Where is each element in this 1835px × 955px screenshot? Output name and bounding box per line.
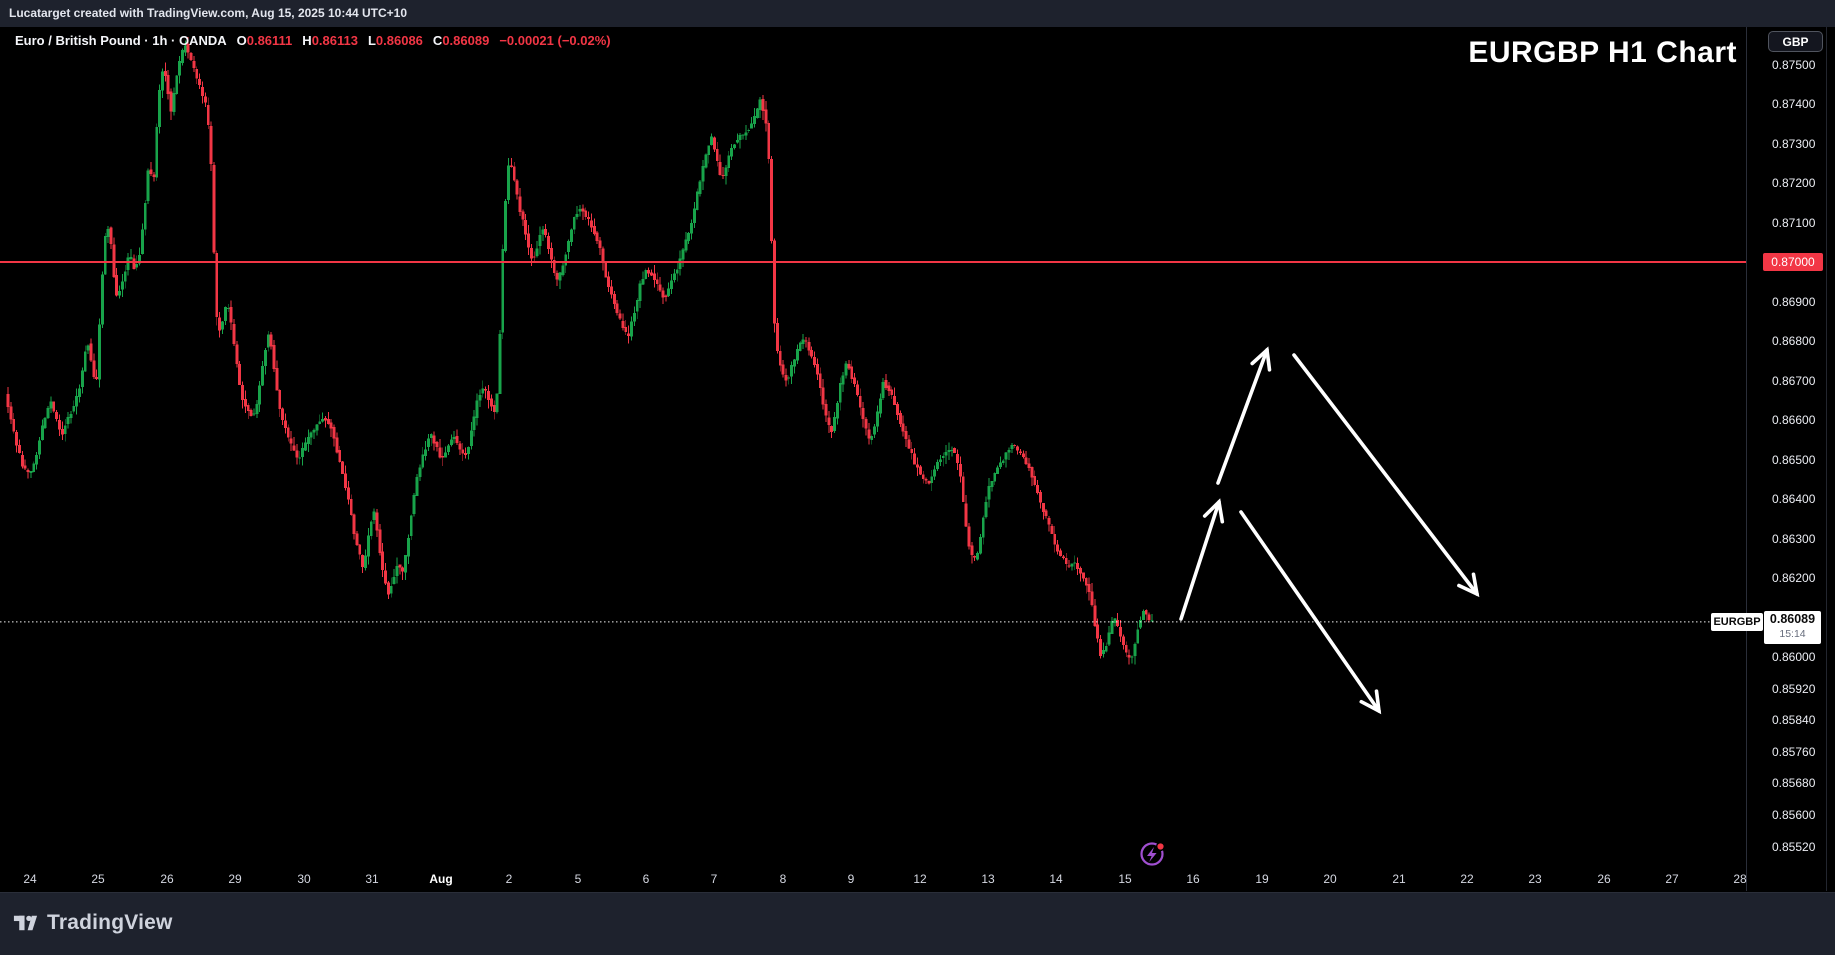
time-tick-label: 31 bbox=[365, 872, 379, 886]
current-price-label: 0.86089 15:14 bbox=[1764, 611, 1821, 644]
pane-right-border bbox=[1826, 27, 1827, 891]
ohlc-value: 0.86089 bbox=[442, 33, 490, 48]
time-tick-label: 26 bbox=[1597, 872, 1611, 886]
price-tick-label: 0.87300 bbox=[1772, 136, 1816, 151]
event-lightning-icon[interactable] bbox=[1140, 841, 1166, 866]
time-tick-label: 16 bbox=[1186, 872, 1200, 886]
price-tick-label: 0.85920 bbox=[1772, 681, 1816, 696]
time-tick-label: 21 bbox=[1392, 872, 1406, 886]
currency-toggle-button[interactable]: GBP bbox=[1768, 31, 1823, 52]
time-tick-label: 15 bbox=[1118, 872, 1132, 886]
price-tick-label: 0.87200 bbox=[1772, 176, 1816, 190]
time-tick-label: 5 bbox=[574, 872, 582, 886]
time-tick-label: 28 bbox=[1733, 872, 1747, 886]
price-axis-border bbox=[1746, 27, 1747, 891]
tradingview-brand-text: TradingView bbox=[47, 910, 173, 934]
time-tick-label: 22 bbox=[1460, 872, 1474, 886]
attribution-bar: Lucatarget created with TradingView.com,… bbox=[0, 0, 1835, 27]
time-tick-label: 19 bbox=[1255, 872, 1269, 886]
price-tick-label: 0.86900 bbox=[1772, 294, 1816, 309]
time-tick-label: 23 bbox=[1528, 872, 1542, 886]
ohlc-key: O bbox=[236, 33, 247, 48]
current-price-symbol-label: EURGBP bbox=[1711, 613, 1763, 631]
page-title: EURGBP H1 Chart bbox=[1468, 36, 1737, 69]
time-tick-label: 9 bbox=[847, 872, 855, 886]
price-tick-label: 0.85680 bbox=[1772, 776, 1816, 791]
price-tick-label: 0.85520 bbox=[1772, 839, 1816, 854]
time-tick-label: 6 bbox=[642, 872, 650, 886]
time-axis-border bbox=[0, 892, 1835, 893]
time-tick-label: 13 bbox=[981, 872, 995, 886]
time-tick-label: 20 bbox=[1323, 872, 1337, 886]
ohlc-key: C bbox=[432, 33, 443, 48]
time-tick-label: 12 bbox=[913, 872, 927, 886]
time-tick-label: 30 bbox=[297, 872, 311, 886]
tradingview-logo-icon bbox=[13, 915, 38, 931]
price-tick-label: 0.86500 bbox=[1772, 452, 1816, 467]
horizontal-line-price-label[interactable]: 0.87000 bbox=[1763, 253, 1823, 271]
ohlc-value: 0.86111 bbox=[246, 33, 293, 48]
candlestick-series bbox=[6, 37, 1154, 665]
projection-arrows[interactable] bbox=[1179, 346, 1480, 715]
price-tick-label: 0.85840 bbox=[1772, 713, 1816, 728]
time-tick-label: 2 bbox=[505, 872, 513, 886]
symbol-legend[interactable]: Euro / British Pound · 1h · OANDA O0.8611… bbox=[15, 33, 621, 48]
tradingview-brand[interactable]: TradingView bbox=[12, 909, 173, 936]
time-tick-label: Aug bbox=[429, 872, 453, 886]
price-tick-label: 0.86000 bbox=[1772, 650, 1816, 664]
footer-bar: TradingView bbox=[0, 893, 1835, 955]
time-tick-label: 27 bbox=[1665, 872, 1679, 886]
price-tick-label: 0.86700 bbox=[1772, 373, 1816, 388]
ohlc-value: 0.86086 bbox=[375, 33, 423, 48]
price-tick-label: 0.87100 bbox=[1772, 215, 1816, 230]
time-tick-label: 14 bbox=[1049, 872, 1063, 886]
ohlc-value: −0.00021 (−0.02%) bbox=[499, 33, 611, 48]
price-tick-label: 0.86200 bbox=[1772, 571, 1816, 585]
price-tick-label: 0.86300 bbox=[1772, 531, 1816, 546]
time-tick-label: 7 bbox=[710, 872, 718, 886]
ohlc-values: O0.86111 H0.86113 L0.86086 C0.86089 −0.00021… bbox=[237, 33, 621, 48]
current-price-value: 0.86089 bbox=[1769, 612, 1816, 626]
price-tick-label: 0.87400 bbox=[1772, 97, 1816, 111]
price-tick-label: 0.85760 bbox=[1772, 744, 1816, 759]
bar-countdown: 15:14 bbox=[1779, 628, 1806, 640]
price-tick-label: 0.86800 bbox=[1772, 334, 1816, 348]
time-tick-label: 24 bbox=[23, 872, 37, 886]
time-tick-label: 8 bbox=[779, 872, 787, 886]
ohlc-key: L bbox=[367, 33, 376, 48]
time-tick-label: 29 bbox=[228, 872, 242, 886]
time-tick-label: 25 bbox=[91, 872, 105, 886]
instrument-name: Euro / British Pound · 1h · OANDA bbox=[15, 33, 227, 48]
price-tick-label: 0.86400 bbox=[1772, 492, 1816, 506]
ohlc-key: H bbox=[302, 33, 312, 48]
price-tick-label: 0.85600 bbox=[1772, 808, 1816, 822]
ohlc-value: 0.86113 bbox=[311, 33, 358, 48]
price-tick-label: 0.87500 bbox=[1772, 57, 1816, 72]
price-tick-label: 0.86600 bbox=[1772, 413, 1816, 427]
attribution-text: Lucatarget created with TradingView.com,… bbox=[9, 6, 408, 20]
time-tick-label: 26 bbox=[160, 872, 174, 886]
